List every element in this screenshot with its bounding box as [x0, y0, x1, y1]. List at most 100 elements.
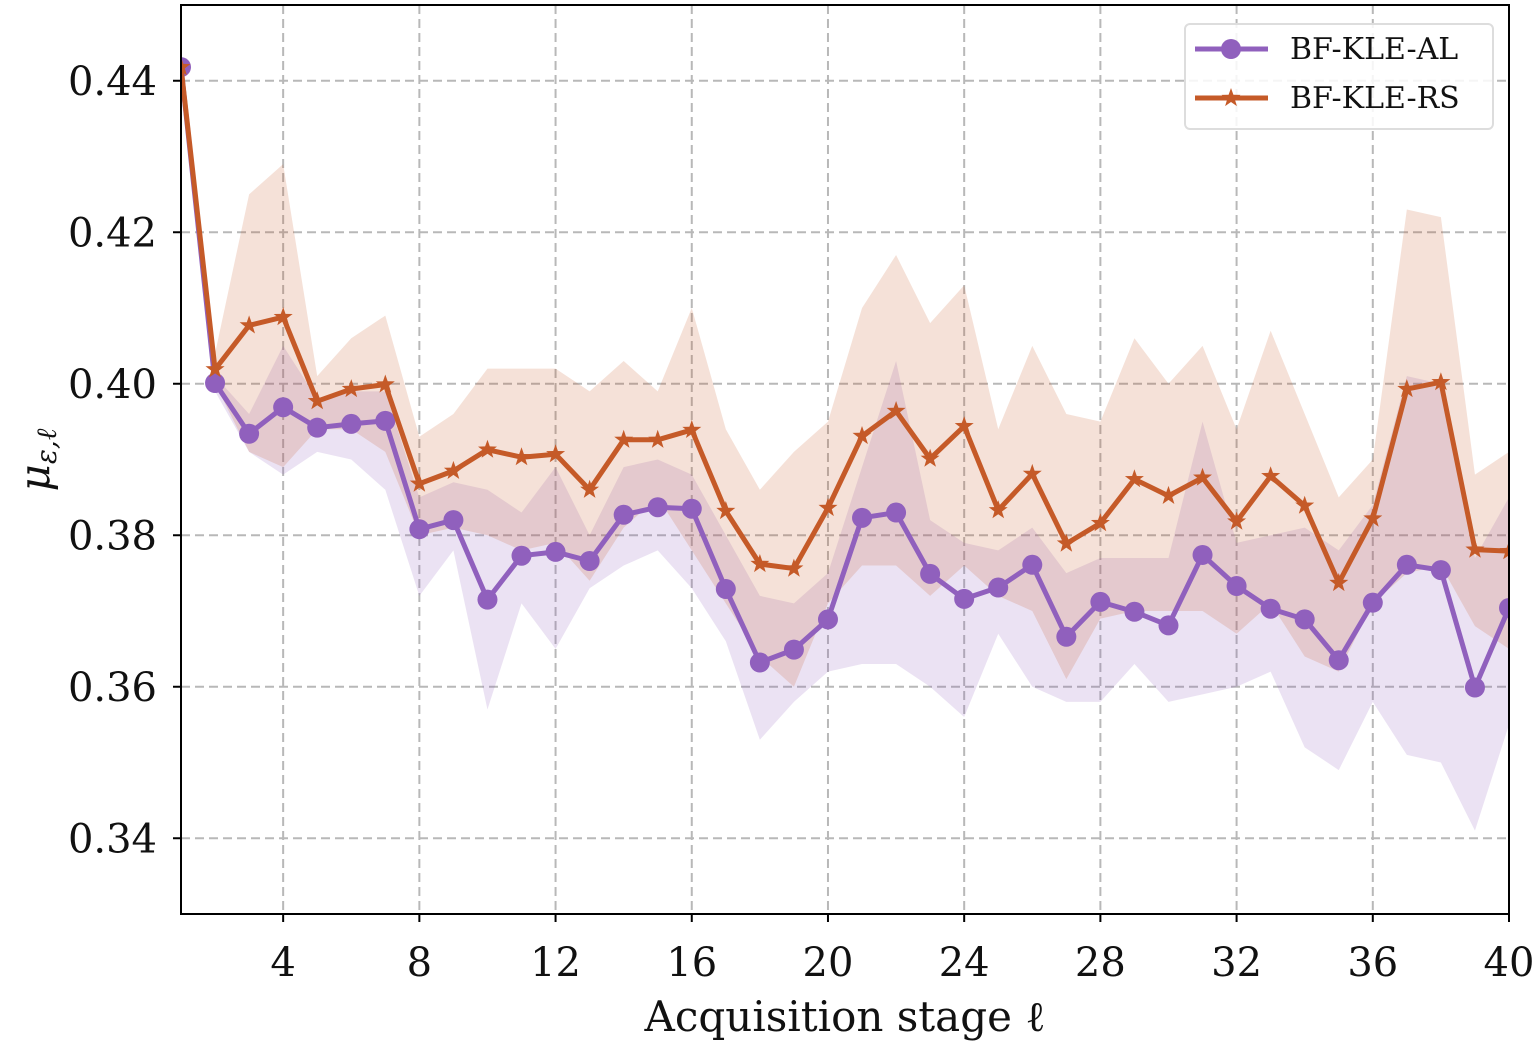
marker: [613, 504, 634, 525]
marker: [1124, 601, 1145, 622]
y-tick-label: 0.42: [68, 210, 157, 256]
marker: [1192, 544, 1213, 565]
marker: [920, 448, 940, 467]
legend-marker: [1221, 88, 1241, 107]
marker: [988, 500, 1008, 519]
marker: [716, 501, 736, 520]
marker: [1464, 677, 1485, 698]
series-line: [181, 66, 1509, 691]
marker: [1159, 485, 1178, 504]
marker: [1022, 463, 1042, 482]
marker: [886, 401, 906, 420]
marker: [648, 429, 668, 448]
marker: [1090, 591, 1111, 612]
marker: [181, 57, 191, 76]
x-tick-label: 32: [1211, 940, 1262, 986]
legend-marker: [1221, 39, 1241, 59]
y-tick-label: 0.40: [68, 362, 157, 408]
marker: [273, 397, 294, 418]
series-line: [181, 66, 1509, 586]
legend-label: BF-KLE-AL: [1290, 32, 1458, 67]
plot-frame: [180, 4, 1510, 915]
marker: [511, 545, 532, 566]
marker: [749, 652, 770, 673]
plot-content: [181, 5, 1509, 914]
marker: [1363, 508, 1383, 527]
y-tick-label: 0.38: [68, 513, 157, 559]
marker: [1328, 650, 1349, 671]
marker: [341, 413, 362, 434]
marker: [580, 479, 600, 498]
marker: [1362, 592, 1383, 613]
marker: [1329, 573, 1349, 592]
x-tick-label: 12: [530, 940, 581, 986]
marker: [375, 374, 395, 393]
marker: [647, 497, 668, 518]
marker: [1295, 495, 1315, 514]
marker: [443, 460, 463, 479]
y-label-symbol: μ: [10, 464, 59, 491]
marker: [1090, 513, 1110, 532]
marker: [682, 420, 702, 438]
marker: [1022, 554, 1043, 575]
x-tick-label: 28: [1075, 940, 1126, 986]
y-tick-label: 0.44: [68, 59, 157, 105]
marker: [614, 429, 634, 448]
marker: [1193, 467, 1212, 486]
marker: [817, 609, 838, 630]
marker: [307, 391, 327, 410]
marker: [852, 426, 872, 445]
marker: [307, 417, 328, 438]
marker: [954, 416, 974, 435]
marker: [1056, 626, 1077, 647]
marker: [546, 444, 566, 463]
marker: [409, 473, 429, 492]
x-tick-label: 4: [270, 940, 295, 986]
marker: [852, 507, 873, 528]
legend-label: BF-KLE-RS: [1290, 81, 1460, 116]
marker: [205, 359, 225, 378]
x-tick-label: 40: [1484, 940, 1535, 986]
marker: [1431, 372, 1451, 391]
x-axis-label: Acquisition stage ℓ: [644, 992, 1046, 1041]
marker: [375, 410, 396, 431]
marker: [1261, 466, 1281, 485]
marker: [1294, 609, 1315, 630]
y-label-subscript: ε,ℓ: [30, 428, 63, 464]
marker: [1260, 598, 1281, 619]
x-tick-label: 24: [939, 940, 990, 986]
x-tick-label: 20: [803, 940, 854, 986]
marker: [477, 589, 498, 610]
marker: [1396, 554, 1417, 575]
marker: [273, 307, 293, 326]
marker: [1124, 469, 1144, 488]
marker: [1430, 560, 1451, 581]
marker: [239, 423, 260, 444]
marker: [681, 498, 702, 519]
marker: [579, 551, 600, 572]
marker: [478, 439, 497, 458]
x-tick-label: 16: [666, 940, 717, 986]
marker: [1397, 379, 1417, 398]
y-tick-label: 0.34: [68, 816, 157, 862]
marker: [750, 554, 770, 573]
marker: [1226, 576, 1247, 597]
marker: [818, 498, 838, 517]
marker: [545, 541, 566, 562]
marker: [239, 315, 259, 334]
marker: [886, 502, 907, 523]
marker: [341, 379, 361, 398]
band: [181, 65, 1509, 687]
marker: [1227, 511, 1247, 530]
marker: [1499, 541, 1509, 560]
marker: [1158, 615, 1179, 636]
y-axis-label: με,ℓ: [10, 428, 63, 491]
marker: [512, 447, 531, 466]
marker: [715, 579, 736, 600]
marker: [443, 510, 464, 531]
marker: [784, 558, 804, 577]
marker: [920, 563, 941, 584]
y-tick-label: 0.36: [68, 665, 157, 711]
marker: [988, 577, 1009, 598]
